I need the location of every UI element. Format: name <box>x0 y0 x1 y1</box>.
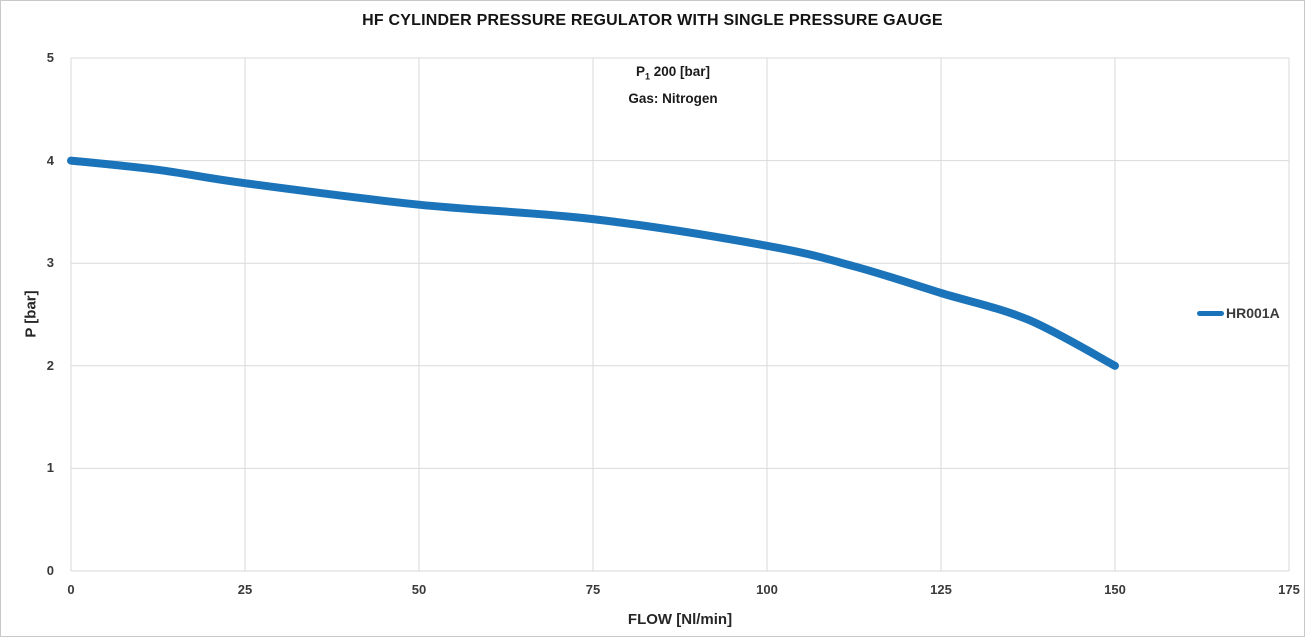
x-tick-label: 0 <box>67 582 75 597</box>
x-tick-label: 75 <box>585 582 601 597</box>
y-tick-label: 5 <box>46 50 54 65</box>
annotation-line-2: Gas: Nitrogen <box>628 90 718 106</box>
y-axis-title: P [bar] <box>22 290 40 338</box>
x-tick-label: 150 <box>1104 582 1126 597</box>
y-tick-label: 4 <box>46 152 54 168</box>
x-tick-label: 50 <box>411 582 427 597</box>
legend: HR001A <box>1197 305 1280 321</box>
y-tick-label: 0 <box>46 563 54 578</box>
x-tick-label: 100 <box>756 582 778 597</box>
x-axis-title: FLOW [Nl/min] <box>627 611 733 628</box>
legend-line-marker <box>1197 310 1224 316</box>
annotation-p: P <box>635 64 645 79</box>
chart-annotation: P1 200 [bar] Gas: Nitrogen <box>628 61 717 110</box>
y-tick-label: 1 <box>46 460 54 476</box>
annotation-p-subscript: 1 <box>644 71 650 82</box>
legend-label: HR001A <box>1226 305 1280 321</box>
series-line-hr001a <box>67 156 1119 370</box>
chart-title: HF CYLINDER PRESSURE REGULATOR WITH SING… <box>362 12 943 29</box>
y-tick-label: 3 <box>46 255 54 271</box>
x-tick-label: 25 <box>237 582 253 597</box>
x-tick-label: 175 <box>1278 582 1300 597</box>
y-tick-label: 2 <box>46 357 54 373</box>
annotation-line-1: P1 200 [bar] <box>628 61 717 88</box>
x-tick-label: 125 <box>930 582 952 597</box>
annotation-p-value: 200 [bar] <box>649 64 711 79</box>
